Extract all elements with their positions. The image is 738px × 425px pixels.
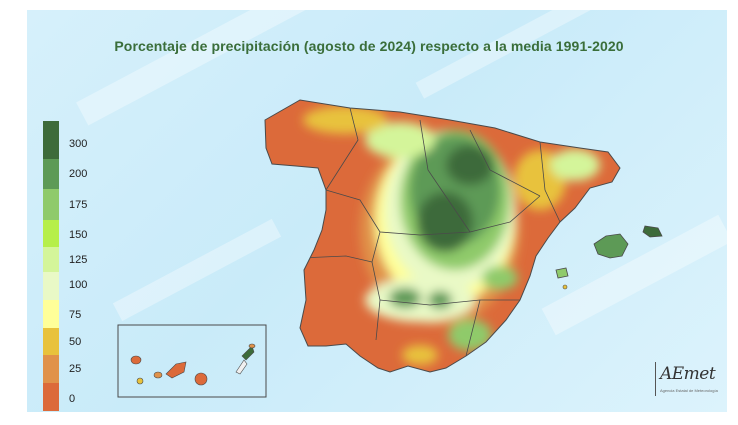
legend-swatch	[43, 189, 59, 220]
zone-wettest-north	[446, 145, 494, 185]
legend-swatch	[43, 121, 59, 159]
zone-levante-wet	[482, 266, 518, 290]
legend-tick-label: 300	[69, 138, 88, 150]
gran-canaria-island	[194, 372, 208, 386]
legend-swatch	[43, 383, 59, 411]
fuerteventura-island	[235, 359, 248, 375]
legend-swatch	[43, 159, 59, 189]
peninsula-outline	[264, 99, 621, 373]
legend-swatch	[43, 300, 59, 328]
ibiza-island	[555, 267, 569, 279]
la-gomera-island	[153, 371, 163, 379]
region-borders	[299, 107, 561, 357]
el-hierro-island	[136, 377, 144, 385]
legend-tick-label: 125	[69, 254, 88, 266]
zone-andalusia-below	[402, 345, 438, 365]
legend-tick-label: 200	[69, 168, 88, 180]
legend-swatch	[43, 328, 59, 355]
lanzarote-island	[241, 345, 255, 361]
zone-north-wet	[365, 122, 435, 158]
inset-frame	[117, 324, 267, 398]
map-title: Porcentaje de precipitación (agosto de 2…	[114, 38, 624, 54]
formentera-island	[562, 284, 568, 290]
aemet-logo: AEmet Agencia Estatal de Meteorología	[655, 362, 735, 402]
la-graciosa-island	[248, 343, 256, 349]
logo-divider	[655, 362, 656, 396]
la-palma-island	[130, 355, 142, 365]
logo-subtitle: Agencia Estatal de Meteorología	[660, 388, 718, 393]
zone-wettest-center	[417, 192, 473, 252]
legend-tick-label: 25	[69, 363, 82, 375]
zone-south-wet-2	[428, 291, 452, 309]
tenerife-island	[165, 361, 187, 379]
legend-swatch	[43, 220, 59, 247]
zone-south-wet-1	[389, 288, 421, 308]
legend-tick-label: 0	[69, 393, 76, 405]
canary-islands-inset	[117, 324, 267, 398]
zone-catalonia-wet	[550, 149, 600, 181]
zone-north-below	[303, 106, 387, 134]
legend-swatch	[43, 272, 59, 300]
zone-southeast-wet	[448, 319, 492, 351]
mallorca-island	[593, 233, 629, 259]
legend-tick-label: 175	[69, 199, 88, 211]
balearic-islands	[555, 225, 663, 290]
legend-tick-label: 150	[69, 229, 88, 241]
legend-tick-label: 100	[69, 279, 88, 291]
legend-swatch	[43, 247, 59, 272]
legend-tick-label: 75	[69, 309, 82, 321]
legend-tick-label: 50	[69, 336, 82, 348]
legend-swatch	[43, 355, 59, 383]
logo-brand: AEmet	[660, 364, 716, 384]
menorca-island	[642, 225, 663, 238]
